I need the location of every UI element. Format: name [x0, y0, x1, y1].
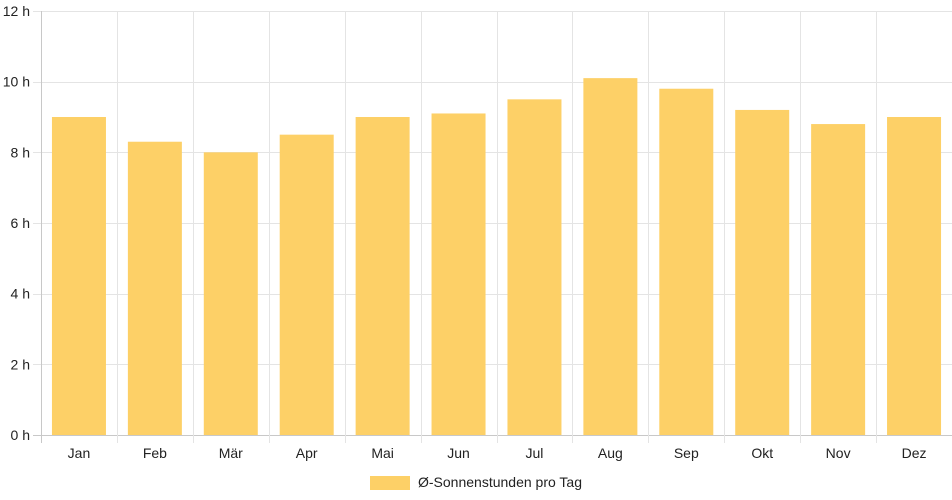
bar-aug[interactable]: [583, 78, 638, 435]
bar-dez[interactable]: [887, 117, 942, 435]
x-tick-label: Feb: [143, 445, 167, 461]
bar-jul[interactable]: [507, 99, 562, 435]
legend-swatch: [370, 476, 410, 490]
bar-feb[interactable]: [127, 141, 182, 435]
x-tick-label: Jul: [526, 445, 544, 461]
x-tick-label: Apr: [296, 445, 318, 461]
y-tick-label: 0 h: [11, 427, 30, 443]
y-tick-label: 8 h: [11, 144, 30, 160]
bars: [51, 78, 942, 436]
y-tick-label: 12 h: [3, 3, 30, 19]
x-tick-label: Nov: [826, 445, 851, 461]
grid-lines: [33, 11, 952, 443]
x-tick-label: Aug: [598, 445, 623, 461]
bar-jan[interactable]: [51, 117, 106, 435]
bar-mär[interactable]: [203, 152, 258, 436]
x-tick-label: Jan: [68, 445, 91, 461]
x-tick-label: Okt: [751, 445, 773, 461]
bar-apr[interactable]: [279, 134, 334, 435]
y-tick-label: 2 h: [11, 356, 30, 372]
bar-okt[interactable]: [735, 109, 790, 435]
bar-nov[interactable]: [811, 124, 866, 436]
legend[interactable]: Ø-Sonnenstunden pro Tag: [370, 474, 582, 490]
bar-jun[interactable]: [431, 113, 486, 435]
y-tick-label: 10 h: [3, 74, 30, 90]
x-axis-ticks: Jan Feb Mär Apr Mai Jun Jul Aug Sep Okt Nov Dez: [68, 445, 927, 461]
y-tick-label: 4 h: [11, 286, 30, 302]
x-tick-label: Dez: [902, 445, 927, 461]
x-tick-label: Jun: [447, 445, 470, 461]
x-tick-label: Sep: [674, 445, 699, 461]
legend-label: Ø-Sonnenstunden pro Tag: [418, 474, 582, 490]
x-tick-label: Mai: [371, 445, 394, 461]
x-tick-label: Mär: [219, 445, 243, 461]
bar-sep[interactable]: [659, 88, 714, 435]
y-tick-label: 6 h: [11, 215, 30, 231]
y-axis-ticks: 0 h 2 h 4 h 6 h 8 h 10 h 12 h: [3, 3, 30, 443]
bar-mai[interactable]: [355, 117, 410, 435]
